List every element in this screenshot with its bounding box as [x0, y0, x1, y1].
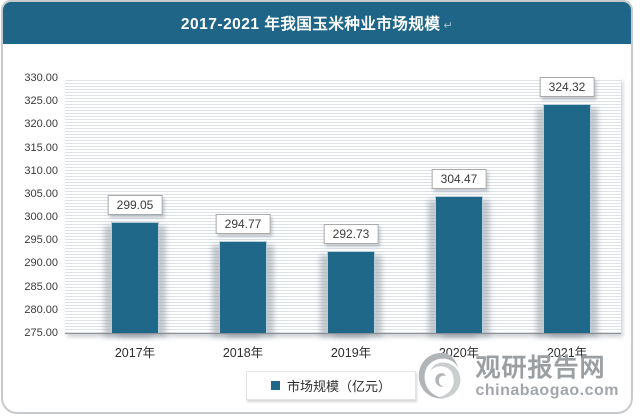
- bar-2020年: [435, 196, 483, 333]
- watermark: 观研报告网 chinabaogao.com: [413, 348, 619, 406]
- y-tick-label: 280.00: [24, 303, 58, 316]
- bar-value-label: 324.32: [539, 77, 595, 98]
- bar-2017年: [111, 221, 159, 333]
- bar-2021年: [543, 104, 591, 333]
- legend-label: 市场规模（亿元）: [286, 379, 391, 394]
- x-tick-label: 2017年: [114, 346, 156, 360]
- category-slot: 292.73: [297, 78, 405, 333]
- watermark-swirl-logo-icon: [419, 352, 461, 399]
- y-tick-label: 320.00: [24, 118, 58, 131]
- legend-marker: [270, 381, 280, 390]
- y-tick-label: 305.00: [24, 187, 58, 200]
- chart-title-bar: 2017-2021 年我国玉米种业市场规模 ↵: [3, 2, 631, 44]
- x-tick-label: 2019年: [330, 346, 372, 360]
- y-tick-label: 275.00: [24, 327, 58, 339]
- y-tick-label: 325.00: [24, 95, 58, 108]
- bar-value-label: 294.77: [215, 214, 271, 235]
- chart-card: 2017-2021 年我国玉米种业市场规模 ↵ 330.00 325.00 320.…: [1, 0, 633, 414]
- bars-layer: 299.05 294.77 292.73 304.47 324.32: [81, 77, 621, 333]
- paragraph-return-mark-icon: ↵: [443, 19, 454, 32]
- bar-value-label: 299.05: [107, 194, 163, 215]
- y-tick-label: 310.00: [24, 164, 58, 177]
- category-slot: 299.05: [81, 78, 189, 333]
- bar-2018年: [219, 241, 267, 333]
- watermark-text-block: 观研报告网 chinabaogao.com: [475, 354, 619, 400]
- category-slot: 304.47: [405, 78, 513, 333]
- bar-value-label: 304.47: [431, 169, 487, 190]
- x-axis-labels: 2017年 2018年 2019年 2020年 2021年: [81, 342, 621, 361]
- bar-2019年: [327, 250, 375, 333]
- x-tick-label: 2021年: [546, 346, 588, 360]
- y-tick-label: 315.00: [24, 141, 58, 154]
- x-tick-label: 2018年: [222, 346, 264, 360]
- category-slot: 324.32: [513, 77, 621, 333]
- y-tick-label: 290.00: [24, 257, 58, 270]
- bar-value-label: 292.73: [323, 223, 379, 244]
- chart-title: 2017-2021 年我国玉米种业市场规模: [180, 16, 441, 33]
- y-tick-label: 300.00: [24, 211, 58, 224]
- watermark-site-url: chinabaogao.com: [475, 382, 619, 399]
- y-tick-label: 295.00: [24, 234, 58, 247]
- category-slot: 294.77: [189, 78, 297, 333]
- y-tick-label: 330.00: [24, 72, 58, 84]
- watermark-site-name: 观研报告网: [475, 354, 606, 382]
- y-tick-label: 285.00: [24, 280, 58, 293]
- legend: 市场规模（亿元）: [246, 371, 416, 400]
- y-axis: 330.00 325.00 320.00 315.00 310.00 305.00 300.…: [3, 72, 58, 339]
